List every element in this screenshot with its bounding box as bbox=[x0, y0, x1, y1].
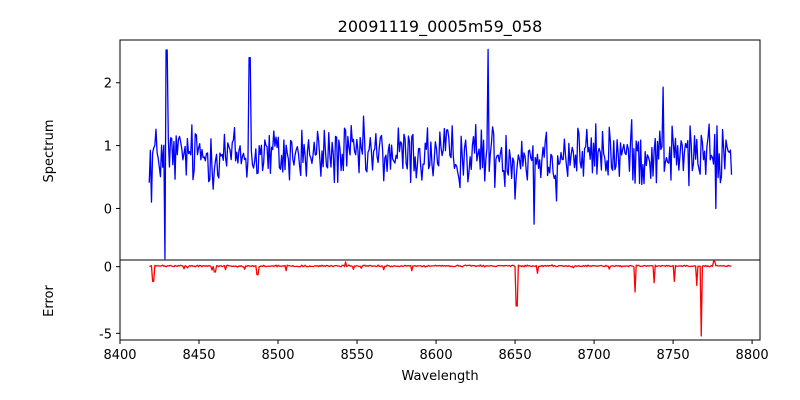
x-tick-label: 8500 bbox=[261, 348, 294, 363]
spectrum-ylabel: Spectrum bbox=[42, 120, 57, 183]
x-tick-label: 8750 bbox=[657, 348, 690, 363]
x-tick-label: 8650 bbox=[499, 348, 532, 363]
y-tick-label: -5 bbox=[99, 327, 112, 342]
y-tick-label: 0 bbox=[104, 261, 112, 276]
x-tick-label: 8400 bbox=[103, 348, 136, 363]
error-ylabel: Error bbox=[42, 285, 57, 317]
spectrum-panel: 0 1 2 Spectrum bbox=[42, 39, 761, 261]
chart-title: 20091119_0005m59_058 bbox=[338, 17, 543, 37]
y-tick-label: 2 bbox=[104, 77, 112, 92]
error-panel: 0 -5 8400 8450 8500 8550 8600 8650 8700 8750 8800… bbox=[42, 259, 769, 384]
x-tick-label: 8600 bbox=[420, 348, 453, 363]
x-tick-label: 8700 bbox=[578, 348, 611, 363]
x-tick-label: 8550 bbox=[340, 348, 373, 363]
wavelength-xlabel: Wavelength bbox=[401, 369, 478, 384]
x-tick-label: 8450 bbox=[182, 348, 215, 363]
error-series-line bbox=[149, 260, 732, 337]
x-tick-label: 8800 bbox=[736, 348, 769, 363]
y-tick-label: 0 bbox=[104, 202, 112, 217]
spectrum-series-line bbox=[148, 48, 733, 260]
y-tick-label: 1 bbox=[104, 140, 112, 155]
error-axes-frame bbox=[119, 259, 761, 341]
